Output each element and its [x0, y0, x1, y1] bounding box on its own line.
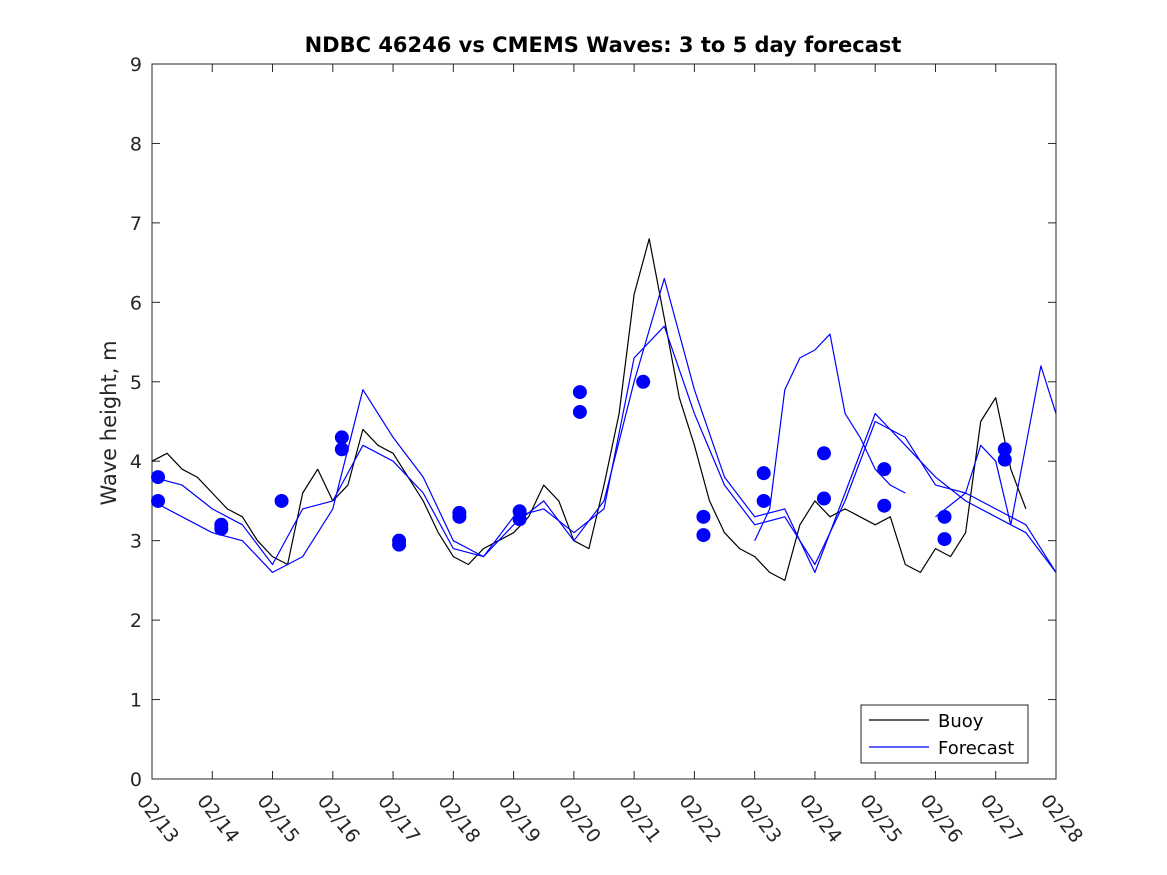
- forecast-marker: [452, 509, 467, 524]
- forecast-marker: [937, 532, 952, 547]
- forecast-marker: [997, 442, 1012, 457]
- y-tick-label: 1: [130, 690, 142, 712]
- forecast-marker: [997, 452, 1012, 467]
- forecast-marker: [274, 493, 289, 508]
- forecast-marker: [756, 493, 771, 508]
- forecast-marker: [696, 528, 711, 543]
- y-tick-label: 3: [130, 531, 142, 553]
- forecast-marker: [756, 466, 771, 481]
- y-tick-label: 9: [130, 54, 142, 76]
- forecast-marker: [877, 462, 892, 477]
- forecast-marker: [636, 374, 651, 389]
- forecast-marker: [937, 509, 952, 524]
- legend-buoy-label: Buoy: [938, 711, 984, 732]
- y-tick-label: 8: [130, 133, 142, 155]
- plot-frame: [151, 63, 1057, 780]
- forecast-marker: [572, 404, 587, 419]
- forecast-marker: [572, 385, 587, 400]
- legend-forecast-label: Forecast: [938, 738, 1014, 759]
- forecast-marker: [151, 493, 166, 508]
- forecast-marker: [816, 446, 831, 461]
- chart-title: NDBC 46246 vs CMEMS Waves: 3 to 5 day fo…: [305, 33, 902, 57]
- forecast-marker: [696, 509, 711, 524]
- y-tick-label: 0: [130, 769, 142, 791]
- buoy-series-line: [151, 238, 1027, 581]
- forecast-series-line-2: [151, 277, 1057, 573]
- legend: Buoy Forecast: [860, 704, 1029, 764]
- forecast-marker: [512, 512, 527, 527]
- forecast-marker: [334, 442, 349, 457]
- forecast-marker: [214, 521, 229, 536]
- y-tick-label: 6: [130, 292, 142, 314]
- legend-box: [860, 704, 1029, 764]
- y-tick-label: 4: [130, 451, 142, 473]
- y-tick-label: 5: [130, 372, 142, 394]
- y-tick-label: 7: [130, 213, 142, 235]
- forecast-series-line-1: [151, 325, 1057, 573]
- y-tick-label: 2: [130, 610, 142, 632]
- forecast-marker: [334, 430, 349, 445]
- forecast-marker: [877, 498, 892, 513]
- forecast-marker: [151, 470, 166, 485]
- forecast-marker: [392, 537, 407, 552]
- forecast-marker: [816, 491, 831, 506]
- y-axis-label: Wave height, m: [97, 340, 121, 505]
- forecast-series-line-4: [935, 365, 1057, 526]
